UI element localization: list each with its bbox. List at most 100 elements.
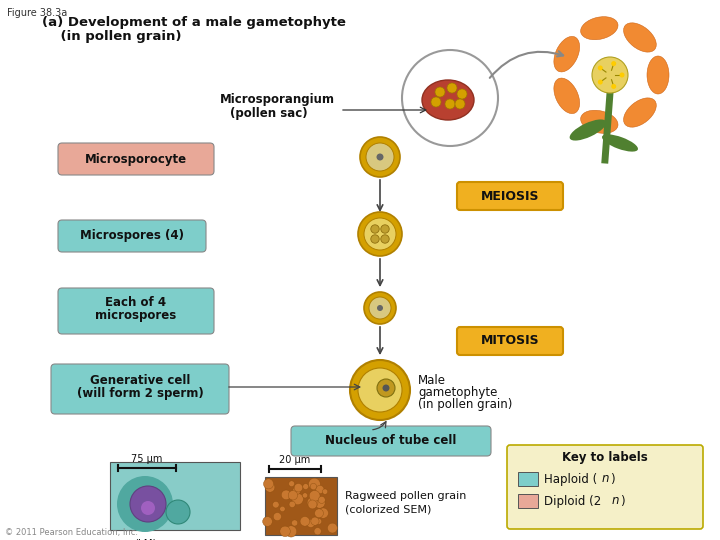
FancyBboxPatch shape: [457, 182, 563, 210]
Circle shape: [289, 481, 294, 487]
Circle shape: [457, 89, 467, 99]
Text: ): ): [610, 472, 615, 485]
Text: Male: Male: [418, 374, 446, 387]
Ellipse shape: [422, 80, 474, 120]
Circle shape: [314, 497, 325, 508]
FancyBboxPatch shape: [58, 220, 206, 252]
Ellipse shape: [624, 23, 657, 52]
Text: Generative cell: Generative cell: [90, 374, 190, 387]
Circle shape: [282, 490, 291, 500]
Text: © 2011 Pearson Education, Inc.: © 2011 Pearson Education, Inc.: [5, 528, 138, 537]
Circle shape: [435, 87, 445, 97]
Circle shape: [280, 526, 290, 537]
Circle shape: [265, 482, 275, 492]
Ellipse shape: [554, 36, 580, 72]
Circle shape: [611, 61, 616, 66]
Circle shape: [619, 72, 624, 78]
Text: (in pollen grain): (in pollen grain): [42, 30, 181, 43]
Text: Microsporangium: Microsporangium: [220, 93, 335, 106]
Text: Diploid (2: Diploid (2: [544, 495, 601, 508]
Circle shape: [316, 518, 322, 524]
Circle shape: [289, 501, 295, 508]
Text: (in pollen grain): (in pollen grain): [418, 398, 513, 411]
Text: (LM): (LM): [134, 538, 156, 540]
Circle shape: [318, 508, 328, 518]
Circle shape: [314, 528, 321, 535]
Circle shape: [381, 235, 390, 243]
Text: 20 μm: 20 μm: [279, 455, 310, 465]
Circle shape: [364, 218, 396, 250]
Circle shape: [377, 305, 383, 311]
Text: Each of 4: Each of 4: [105, 296, 166, 309]
Circle shape: [141, 501, 155, 515]
Circle shape: [350, 360, 410, 420]
Circle shape: [371, 225, 379, 233]
FancyBboxPatch shape: [110, 462, 240, 530]
FancyBboxPatch shape: [518, 472, 538, 486]
Circle shape: [273, 502, 279, 508]
Text: n: n: [612, 495, 619, 508]
Circle shape: [264, 479, 274, 489]
Text: Haploid (: Haploid (: [544, 472, 598, 485]
Circle shape: [307, 497, 318, 508]
Circle shape: [455, 99, 465, 109]
Circle shape: [286, 526, 297, 537]
Ellipse shape: [647, 56, 669, 94]
Text: 75 μm: 75 μm: [131, 454, 163, 464]
Text: n: n: [602, 472, 610, 485]
Text: (colorized SEM): (colorized SEM): [345, 504, 431, 514]
Circle shape: [358, 368, 402, 412]
Circle shape: [318, 496, 325, 503]
Text: (pollen sac): (pollen sac): [230, 106, 307, 119]
Circle shape: [316, 485, 324, 494]
Circle shape: [323, 489, 328, 494]
Circle shape: [377, 379, 395, 397]
Circle shape: [364, 292, 396, 324]
Circle shape: [130, 486, 166, 522]
Circle shape: [117, 476, 173, 532]
Circle shape: [315, 509, 323, 518]
Text: Key to labels: Key to labels: [562, 451, 648, 464]
Text: Microsporocyte: Microsporocyte: [85, 152, 187, 165]
Circle shape: [293, 487, 301, 495]
Ellipse shape: [554, 78, 580, 113]
FancyBboxPatch shape: [457, 327, 563, 355]
Circle shape: [592, 57, 628, 93]
Circle shape: [382, 384, 390, 391]
FancyBboxPatch shape: [51, 364, 229, 414]
Circle shape: [288, 490, 297, 500]
Circle shape: [447, 83, 457, 93]
Ellipse shape: [602, 134, 638, 152]
Text: Ragweed pollen grain: Ragweed pollen grain: [345, 491, 467, 501]
Text: gametophyte: gametophyte: [418, 386, 498, 399]
Circle shape: [445, 99, 455, 109]
Circle shape: [274, 512, 282, 521]
FancyBboxPatch shape: [58, 288, 214, 334]
Circle shape: [307, 519, 315, 528]
Circle shape: [360, 137, 400, 177]
FancyBboxPatch shape: [58, 143, 214, 175]
Circle shape: [292, 520, 297, 526]
Circle shape: [292, 493, 303, 505]
Ellipse shape: [570, 119, 606, 140]
Circle shape: [369, 297, 391, 319]
Ellipse shape: [580, 17, 618, 40]
Circle shape: [598, 79, 603, 85]
Circle shape: [263, 517, 272, 526]
Text: Microspores (4): Microspores (4): [80, 230, 184, 242]
Text: Figure 38.3a: Figure 38.3a: [7, 8, 67, 18]
Circle shape: [303, 484, 309, 489]
Circle shape: [294, 483, 302, 492]
Circle shape: [328, 523, 338, 533]
Text: (will form 2 sperm): (will form 2 sperm): [76, 387, 203, 400]
Circle shape: [166, 500, 190, 524]
FancyBboxPatch shape: [518, 494, 538, 508]
Text: Nucleus of tube cell: Nucleus of tube cell: [325, 435, 456, 448]
Circle shape: [598, 65, 603, 70]
Circle shape: [310, 483, 317, 490]
Text: ): ): [620, 495, 625, 508]
Circle shape: [311, 517, 319, 525]
FancyBboxPatch shape: [265, 477, 337, 535]
Circle shape: [309, 490, 320, 501]
Circle shape: [381, 225, 390, 233]
